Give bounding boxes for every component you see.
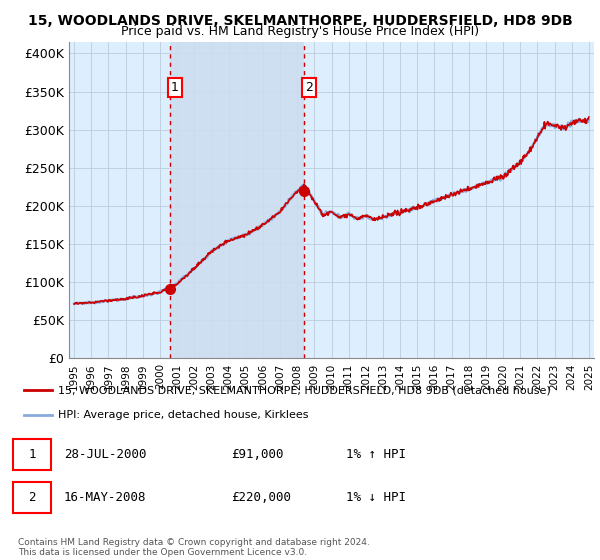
Text: 1% ↑ HPI: 1% ↑ HPI: [346, 448, 406, 461]
Text: 28-JUL-2000: 28-JUL-2000: [64, 448, 146, 461]
Text: HPI: Average price, detached house, Kirklees: HPI: Average price, detached house, Kirk…: [58, 410, 308, 420]
Text: £91,000: £91,000: [231, 448, 283, 461]
Text: 1: 1: [171, 81, 179, 94]
FancyBboxPatch shape: [13, 482, 51, 514]
Text: 15, WOODLANDS DRIVE, SKELMANTHORPE, HUDDERSFIELD, HD8 9DB (detached house): 15, WOODLANDS DRIVE, SKELMANTHORPE, HUDD…: [58, 385, 551, 395]
Text: Price paid vs. HM Land Registry's House Price Index (HPI): Price paid vs. HM Land Registry's House …: [121, 25, 479, 38]
Text: £220,000: £220,000: [231, 491, 291, 504]
Text: 2: 2: [305, 81, 313, 94]
FancyBboxPatch shape: [13, 438, 51, 470]
Text: 2: 2: [28, 491, 36, 504]
Bar: [170, 42, 304, 358]
Text: 15, WOODLANDS DRIVE, SKELMANTHORPE, HUDDERSFIELD, HD8 9DB: 15, WOODLANDS DRIVE, SKELMANTHORPE, HUDD…: [28, 14, 572, 28]
Text: 1% ↓ HPI: 1% ↓ HPI: [346, 491, 406, 504]
Text: 16-MAY-2008: 16-MAY-2008: [64, 491, 146, 504]
Text: Contains HM Land Registry data © Crown copyright and database right 2024.
This d: Contains HM Land Registry data © Crown c…: [18, 538, 370, 557]
Text: 1: 1: [28, 448, 36, 461]
